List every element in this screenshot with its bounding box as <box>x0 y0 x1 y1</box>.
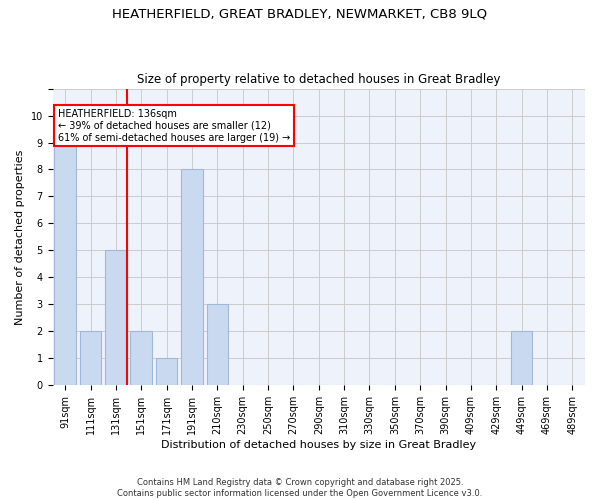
Y-axis label: Number of detached properties: Number of detached properties <box>15 150 25 324</box>
Bar <box>156 358 178 386</box>
Bar <box>181 170 203 386</box>
Text: HEATHERFIELD, GREAT BRADLEY, NEWMARKET, CB8 9LQ: HEATHERFIELD, GREAT BRADLEY, NEWMARKET, … <box>112 8 488 20</box>
Text: HEATHERFIELD: 136sqm
← 39% of detached houses are smaller (12)
61% of semi-detac: HEATHERFIELD: 136sqm ← 39% of detached h… <box>58 110 290 142</box>
Bar <box>55 142 76 386</box>
Bar <box>80 332 101 386</box>
X-axis label: Distribution of detached houses by size in Great Bradley: Distribution of detached houses by size … <box>161 440 476 450</box>
Bar <box>511 332 532 386</box>
Bar <box>130 332 152 386</box>
Bar <box>206 304 228 386</box>
Title: Size of property relative to detached houses in Great Bradley: Size of property relative to detached ho… <box>137 73 500 86</box>
Bar <box>105 250 127 386</box>
Text: Contains HM Land Registry data © Crown copyright and database right 2025.
Contai: Contains HM Land Registry data © Crown c… <box>118 478 482 498</box>
